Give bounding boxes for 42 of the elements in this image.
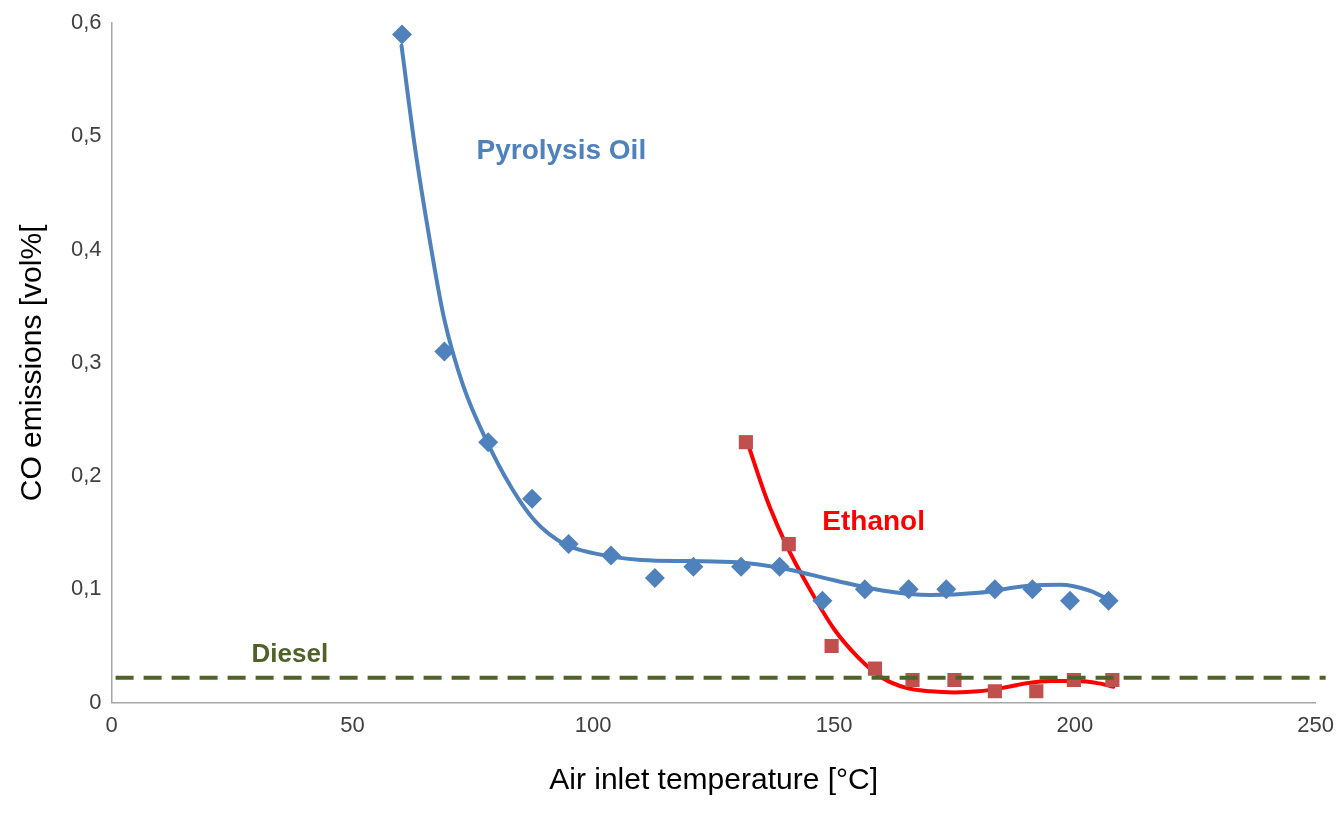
x-tick-label: 250 bbox=[1297, 711, 1335, 737]
point bbox=[1060, 590, 1081, 611]
point bbox=[434, 341, 455, 362]
text: Pyrolysis Oil bbox=[476, 133, 647, 165]
x-tick-label: 0 bbox=[105, 711, 118, 737]
y-tick-label: 0,1 bbox=[70, 575, 102, 601]
point bbox=[601, 545, 622, 566]
point bbox=[683, 556, 704, 577]
x-tick-label: 150 bbox=[815, 711, 853, 737]
x-axis-title: Air inlet temperature [°C] bbox=[549, 762, 879, 796]
point bbox=[1022, 579, 1043, 600]
point bbox=[824, 638, 839, 654]
ref-line-label: Diesel bbox=[251, 637, 329, 668]
y-tick-label: 0,4 bbox=[70, 235, 102, 261]
y-tick-label: 0,6 bbox=[70, 9, 102, 35]
point bbox=[898, 579, 919, 600]
series-label: Ethanol bbox=[822, 504, 925, 536]
point bbox=[558, 534, 579, 555]
point bbox=[867, 661, 883, 676]
point bbox=[936, 579, 957, 600]
y-axis-title: CO emissions [vol%[ bbox=[14, 223, 48, 502]
y-tick-label: 0,2 bbox=[70, 462, 102, 488]
point bbox=[392, 24, 412, 45]
y-tick-label: 0,3 bbox=[70, 348, 102, 374]
point bbox=[812, 590, 833, 611]
point bbox=[644, 568, 665, 589]
y-tick-label: 0 bbox=[89, 688, 102, 714]
x-tick-label: 50 bbox=[340, 711, 365, 737]
point bbox=[769, 556, 790, 577]
point bbox=[781, 537, 796, 552]
x-tick-label: 100 bbox=[574, 711, 612, 737]
point bbox=[854, 579, 875, 600]
point bbox=[731, 556, 752, 577]
point bbox=[478, 432, 499, 453]
point bbox=[1029, 684, 1044, 699]
point bbox=[1098, 590, 1119, 611]
x-tick-label: 200 bbox=[1056, 711, 1094, 737]
point bbox=[987, 684, 1002, 699]
y-tick-label: 0,5 bbox=[70, 122, 102, 148]
point bbox=[522, 488, 543, 509]
point bbox=[984, 579, 1005, 600]
point bbox=[738, 435, 753, 450]
